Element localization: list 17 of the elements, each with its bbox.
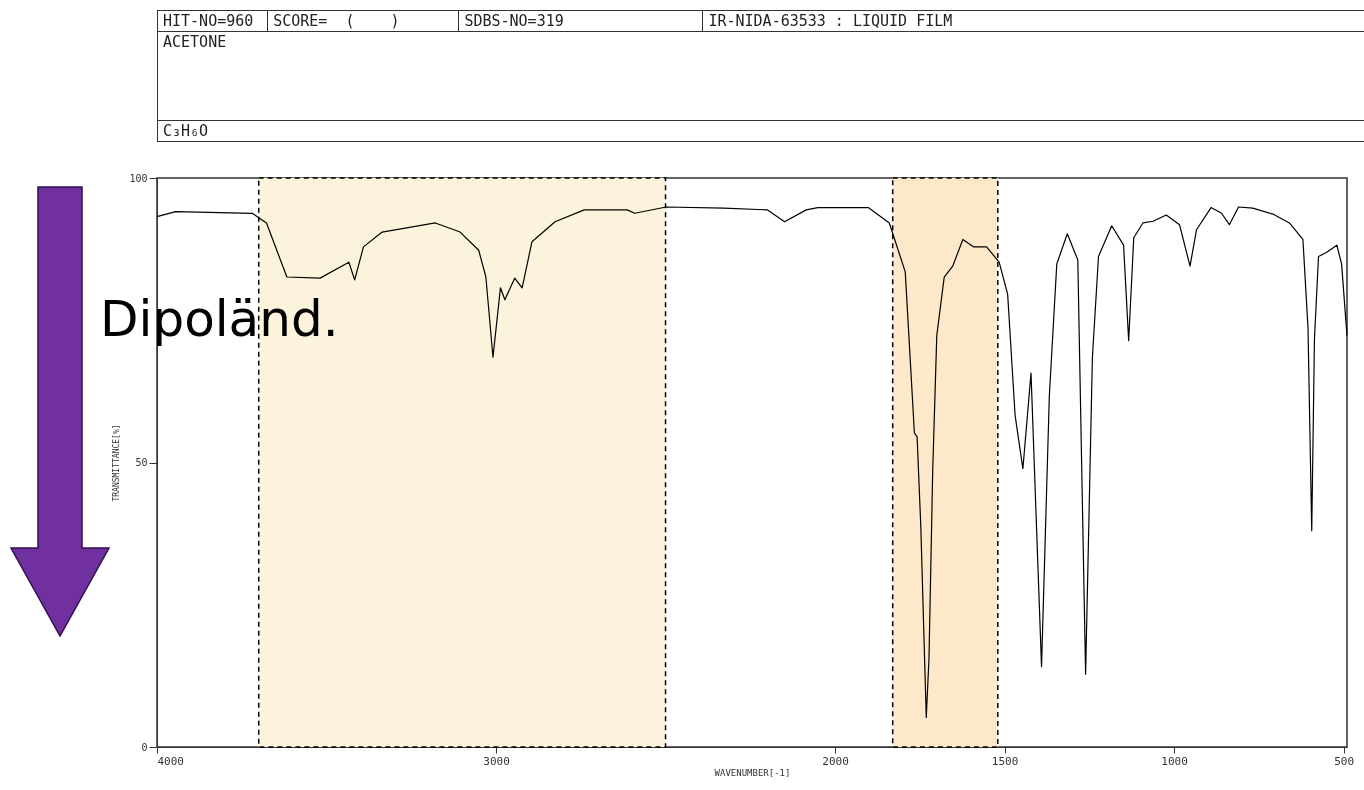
y-tick-label: 100 [129, 172, 148, 184]
text: SDBS-NO=319 [458, 10, 703, 32]
y-tick-label: 50 [135, 457, 148, 468]
chart-subtitle: C₃H₆O [157, 120, 1364, 142]
x-tick-label: 500 [1334, 754, 1355, 768]
x-tick-label: 4000 [157, 754, 184, 768]
x-axis-title: WAVENUMBER[-1] [714, 767, 791, 778]
text: HIT-NO=960 [157, 10, 268, 32]
y-axis-title: TRANSMITTANCE[%] [112, 424, 122, 502]
text: IR-NIDA-63533 : LIQUID FILM [702, 10, 1364, 32]
chart-title: ACETONE [157, 31, 1364, 121]
x-tick-label: 1000 [1161, 754, 1188, 768]
x-tick-label: 1500 [991, 754, 1019, 768]
text: SCORE= ( ) [267, 10, 459, 32]
x-tick-label: 3000 [483, 754, 510, 768]
x-tick-label: 2000 [822, 754, 849, 768]
y-tick-label: 0 [141, 741, 148, 753]
